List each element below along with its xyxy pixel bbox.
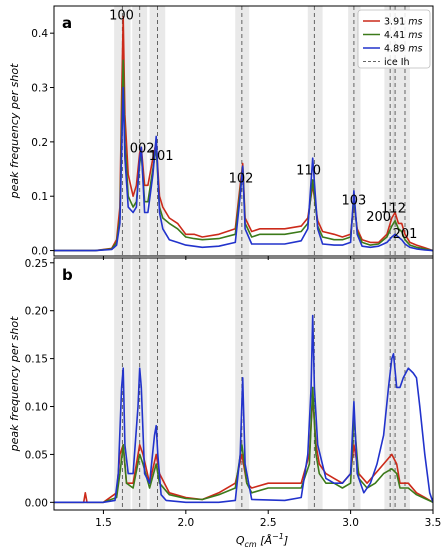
plot-frame bbox=[53, 257, 434, 511]
series-group bbox=[54, 314, 433, 504]
x-tick-label: 3.5 bbox=[425, 517, 442, 529]
y-axis-label: peak frequency per shot bbox=[8, 63, 21, 199]
x-axis-label: Qcm [Å−1] bbox=[236, 532, 288, 549]
y-tick-label: 0.2 bbox=[31, 137, 48, 149]
legend: 3.91 ms 4.41 ms 4.89 ms ice Ih bbox=[357, 9, 431, 69]
legend-entry: 4.89 ms bbox=[384, 44, 422, 55]
peak-label: 002 bbox=[130, 142, 155, 157]
y-axis: 0.00 0.05 0.10 0.15 0.20 0.25 bbox=[25, 258, 54, 509]
peak-label: 200 bbox=[366, 210, 391, 225]
y-tick-label: 0.05 bbox=[25, 449, 48, 461]
y-tick-label: 0.15 bbox=[25, 354, 48, 366]
series-line-3 bbox=[54, 86, 433, 252]
shaded-band bbox=[392, 6, 410, 256]
y-tick-label: 0.25 bbox=[25, 258, 48, 270]
y-tick-label: 0.10 bbox=[25, 402, 48, 414]
x-tick-label: 2.0 bbox=[177, 517, 194, 529]
y-tick-label: 0.0 bbox=[31, 246, 48, 258]
peak-label: 102 bbox=[229, 172, 254, 187]
peak-label: 112 bbox=[381, 202, 406, 217]
shaded-band bbox=[307, 258, 323, 510]
y-tick-label: 0.4 bbox=[31, 28, 48, 40]
x-axis: 1.5 2.0 2.5 3.0 3.5 bbox=[95, 517, 441, 529]
y-tick-label: 0.20 bbox=[25, 306, 48, 318]
legend-entry: 4.41 ms bbox=[384, 30, 422, 41]
panel-letter: a bbox=[62, 14, 72, 32]
x-tick-label: 3.0 bbox=[342, 517, 359, 529]
peak-label: 100 bbox=[109, 9, 134, 24]
shaded-band bbox=[149, 6, 166, 256]
peak-label: 110 bbox=[296, 163, 321, 178]
shaded-band bbox=[348, 6, 361, 256]
y-axis-label: peak frequency per shot bbox=[8, 316, 21, 452]
panel-letter: b bbox=[62, 266, 73, 284]
legend-entry: 3.91 ms bbox=[384, 17, 422, 28]
legend-entry: ice Ih bbox=[384, 57, 410, 68]
shaded-band bbox=[384, 6, 395, 256]
y-tick-label: 0.1 bbox=[31, 191, 48, 203]
x-tick-label: 2.5 bbox=[260, 517, 277, 529]
peak-label: 103 bbox=[341, 193, 366, 208]
series-line-2 bbox=[54, 386, 433, 504]
legend-box bbox=[357, 9, 431, 69]
peak-label: 201 bbox=[393, 227, 418, 242]
panel-b: 0.00 0.05 0.10 0.15 0.20 0.25 peak frequency p… bbox=[8, 257, 434, 514]
series-group bbox=[54, 16, 433, 252]
panel-a: 0.0 0.1 0.2 0.3 0.4 peak frequency per shot a 1… bbox=[8, 5, 434, 260]
x-tick-label: 1.5 bbox=[95, 517, 112, 529]
peak-label: 101 bbox=[149, 149, 174, 164]
plot-frame bbox=[53, 5, 434, 257]
series-line-3 bbox=[54, 314, 433, 504]
shaded-band bbox=[307, 6, 323, 256]
y-tick-label: 0.3 bbox=[31, 83, 48, 95]
y-axis: 0.0 0.1 0.2 0.3 0.4 bbox=[31, 28, 54, 258]
y-tick-label: 0.00 bbox=[25, 497, 48, 509]
